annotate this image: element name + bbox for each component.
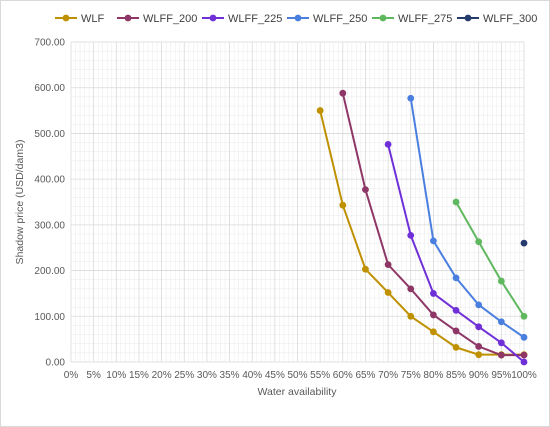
- x-tick-label: 85%: [446, 370, 466, 381]
- y-tick-label: 500.00: [34, 129, 65, 140]
- point-wlff-200: [430, 311, 437, 319]
- legend-marker-wlf: [62, 14, 70, 22]
- point-wlff-200: [339, 89, 347, 97]
- legend-item-wlff-300: WLFF_300: [457, 13, 537, 25]
- series-wlff-200: [339, 89, 528, 359]
- point-wlff-275: [475, 238, 483, 246]
- point-wlf: [430, 328, 437, 336]
- legend-marker-wlff-225: [209, 14, 217, 22]
- y-tick-labels: 0.00 100.00 200.00 300.00 400.00 500.00 600.00…: [34, 38, 65, 369]
- x-tick-label: 95%: [491, 370, 511, 381]
- legend-item-wlff-200: WLFF_200: [117, 13, 197, 25]
- x-tick-label: 0%: [64, 370, 79, 381]
- point-wlff-200: [520, 351, 528, 359]
- point-wlf: [475, 351, 483, 359]
- x-tick-label: 35%: [220, 370, 240, 381]
- point-wlff-250: [520, 333, 528, 341]
- y-tick-label: 100.00: [34, 312, 65, 323]
- y-axis-title: Shadow price (USD/dam3): [14, 140, 26, 265]
- x-tick-labels: 0% 5% 10% 15% 20% 25% 30% 35% 40% 45% 50% 55% 60% 65%…: [64, 370, 537, 381]
- legend-item-wlff-225: WLFF_225: [202, 13, 282, 25]
- legend-marker-wlff-275: [379, 14, 387, 22]
- legend-marker-wlff-300: [464, 14, 472, 22]
- x-tick-label: 70%: [378, 370, 398, 381]
- point-wlff-275: [497, 277, 505, 285]
- x-tick-label: 100%: [511, 370, 537, 381]
- point-wlf: [316, 107, 324, 114]
- point-wlff-200: [452, 327, 460, 335]
- legend-marker-wlff-250: [294, 14, 302, 22]
- point-wlff-225: [384, 141, 392, 148]
- series-wlf: [316, 107, 528, 359]
- legend-label-wlff-300: WLFF_300: [483, 13, 537, 25]
- point-wlff-250: [407, 94, 415, 102]
- x-tick-label: 5%: [86, 370, 101, 381]
- point-wlf: [407, 312, 415, 320]
- point-wlff-275: [520, 312, 528, 320]
- point-wlff-250: [452, 274, 460, 282]
- series-wlff-225: [384, 141, 528, 366]
- y-tick-label: 700.00: [34, 38, 65, 49]
- point-wlf: [384, 289, 392, 296]
- legend-label-wlff-250: WLFF_250: [313, 13, 367, 25]
- point-wlff-200: [497, 351, 505, 359]
- point-wlff-200: [384, 261, 392, 269]
- point-wlf: [452, 343, 460, 351]
- y-tick-label: 0.00: [46, 358, 66, 369]
- point-wlff-225: [520, 358, 528, 366]
- x-tick-label: 55%: [310, 370, 330, 381]
- legend-item-wlff-275: WLFF_275: [372, 13, 452, 25]
- series-wlff-250: [407, 94, 528, 341]
- point-wlff-200: [407, 285, 415, 293]
- point-wlff-200: [362, 186, 369, 194]
- series-wlff-275: [452, 198, 528, 320]
- x-tick-label: 15%: [129, 370, 149, 381]
- point-wlff-275: [452, 198, 460, 206]
- point-wlf: [362, 265, 369, 273]
- legend-label-wlff-200: WLFF_200: [143, 13, 197, 25]
- legend-item-wlf: WLF: [55, 13, 105, 25]
- legend: WLF WLFF_200 WLFF_225 WLFF_250 WLFF_275 WLFF_…: [55, 13, 537, 25]
- x-tick-label: 50%: [287, 370, 307, 381]
- x-tick-label: 45%: [265, 370, 285, 381]
- x-tick-label: 65%: [355, 370, 375, 381]
- legend-label-wlff-275: WLFF_275: [398, 13, 452, 25]
- point-wlff-250: [430, 237, 437, 245]
- point-wlff-225: [407, 231, 415, 239]
- point-wlff-225: [452, 306, 460, 314]
- y-tick-label: 600.00: [34, 83, 65, 94]
- point-wlff-250: [497, 318, 505, 326]
- x-tick-label: 10%: [106, 370, 126, 381]
- point-wlff-300: [520, 239, 528, 247]
- point-wlff-225: [475, 323, 483, 331]
- legend-label-wlf: WLF: [81, 13, 105, 25]
- x-tick-label: 40%: [242, 370, 262, 381]
- x-tick-label: 30%: [197, 370, 217, 381]
- x-tick-label: 80%: [423, 370, 443, 381]
- x-axis-title: Water availability: [258, 386, 338, 398]
- x-tick-label: 20%: [152, 370, 172, 381]
- x-tick-label: 25%: [174, 370, 194, 381]
- y-tick-label: 400.00: [34, 175, 65, 186]
- y-tick-label: 200.00: [34, 266, 65, 277]
- x-tick-label: 75%: [401, 370, 421, 381]
- x-tick-label: 60%: [333, 370, 353, 381]
- legend-label-wlff-225: WLFF_225: [228, 13, 282, 25]
- line-wlf: [319, 110, 524, 356]
- point-wlff-250: [475, 301, 483, 309]
- series-lines: [316, 89, 528, 366]
- point-wlff-200: [475, 343, 483, 350]
- x-tick-label: 90%: [469, 370, 489, 381]
- series-wlff-300: [520, 239, 528, 247]
- y-tick-label: 300.00: [34, 220, 65, 231]
- point-wlff-225: [497, 339, 505, 347]
- line-wlff-250: [409, 98, 525, 339]
- legend-item-wlff-250: WLFF_250: [287, 13, 367, 25]
- point-wlf: [339, 201, 347, 209]
- point-wlff-225: [430, 290, 437, 297]
- line-wlff-275: [455, 201, 525, 317]
- legend-marker-wlff-200: [124, 14, 132, 22]
